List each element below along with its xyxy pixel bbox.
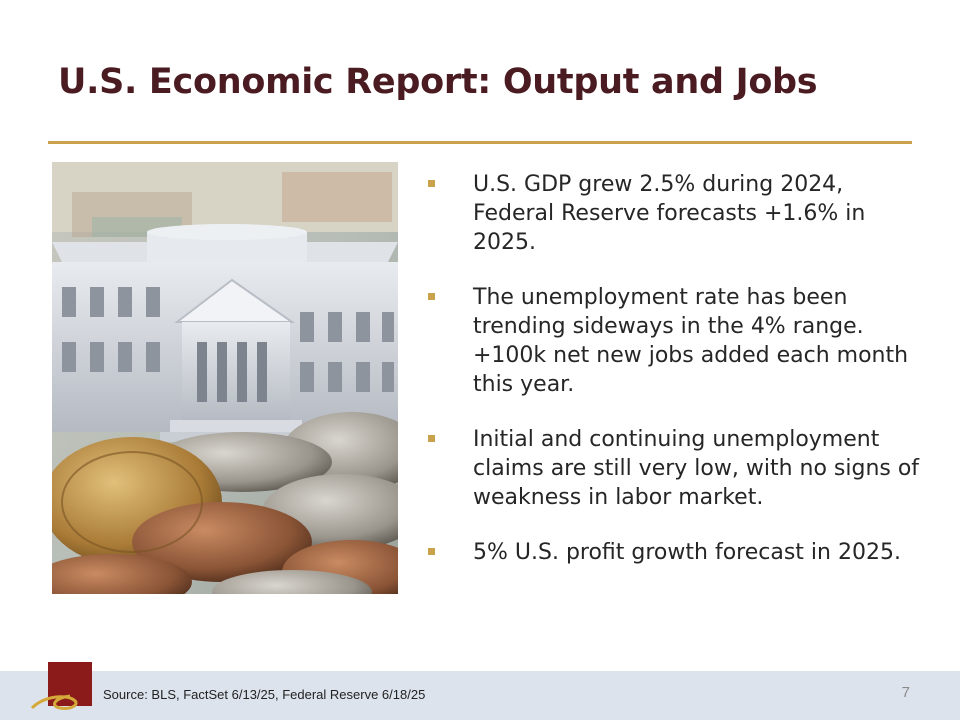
- slide-title: U.S. Economic Report: Output and Jobs: [58, 62, 818, 102]
- bullet-item: 5% U.S. profit growth forecast in 2025.: [425, 538, 925, 567]
- bullet-text: Initial and continuing unemployment clai…: [473, 427, 920, 510]
- bullet-item: U.S. GDP grew 2.5% during 2024, Federal …: [425, 170, 925, 257]
- bullet-text: The unemployment rate has been trending …: [473, 285, 909, 397]
- bullet-marker-icon: [428, 435, 435, 442]
- bullet-text: U.S. GDP grew 2.5% during 2024, Federal …: [473, 172, 866, 255]
- bullet-list: U.S. GDP grew 2.5% during 2024, Federal …: [425, 170, 925, 593]
- bullet-item: Initial and continuing unemployment clai…: [425, 425, 925, 512]
- page-number: 7: [901, 684, 910, 701]
- bullet-marker-icon: [428, 180, 435, 187]
- bullet-marker-icon: [428, 293, 435, 300]
- bullet-item: The unemployment rate has been trending …: [425, 283, 925, 399]
- title-divider: [48, 141, 912, 144]
- bullet-marker-icon: [428, 548, 435, 555]
- company-logo-icon: [30, 662, 96, 712]
- federal-reserve-photo: [52, 162, 398, 594]
- source-note: Source: BLS, FactSet 6/13/25, Federal Re…: [103, 687, 426, 702]
- footer-band: [0, 671, 960, 720]
- bullet-text: 5% U.S. profit growth forecast in 2025.: [473, 540, 901, 565]
